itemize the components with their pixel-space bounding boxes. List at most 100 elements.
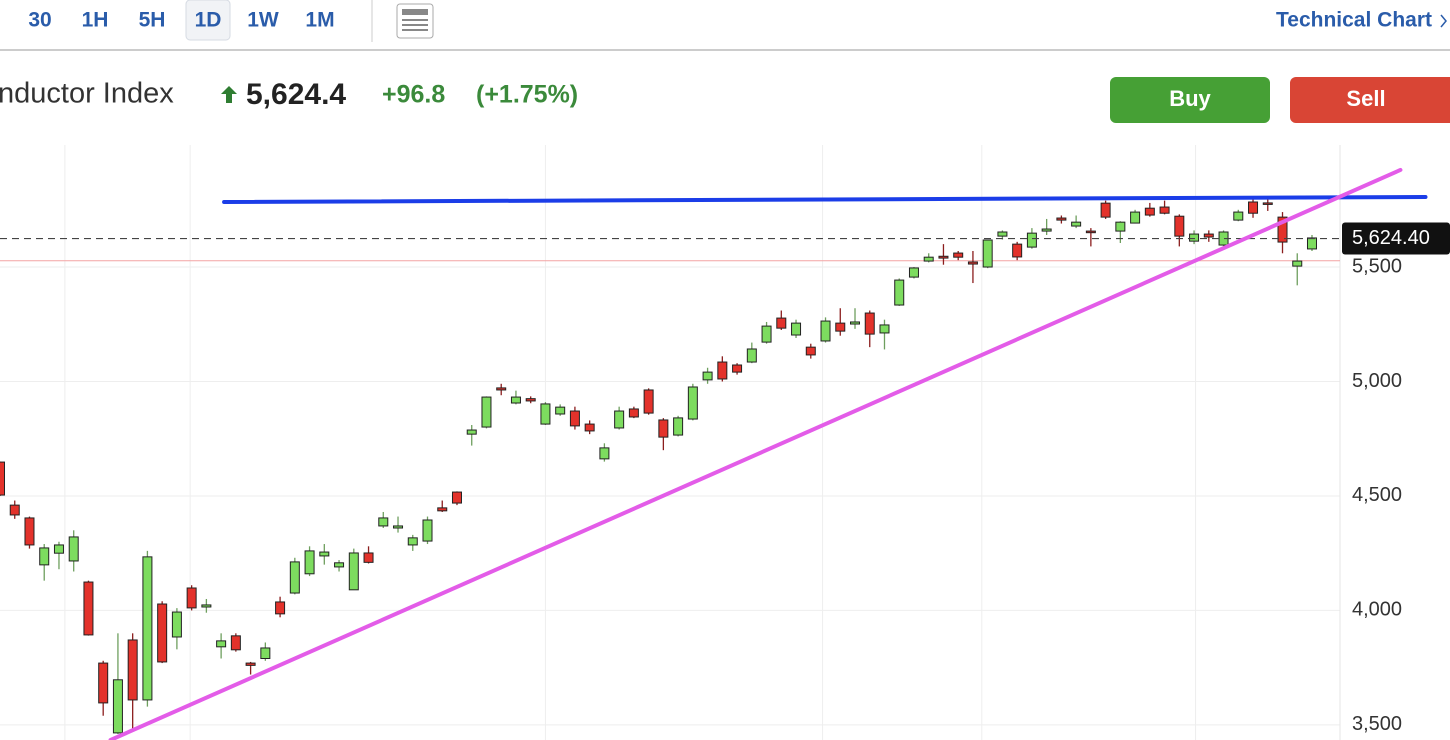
candle-body bbox=[1012, 243, 1023, 258]
candle-body bbox=[186, 587, 197, 609]
sell-button[interactable]: Sell bbox=[1290, 77, 1450, 123]
candle-body bbox=[1115, 221, 1126, 232]
candle-body bbox=[614, 410, 625, 429]
candle-body bbox=[923, 256, 934, 262]
interval-button[interactable]: 30 bbox=[28, 9, 51, 32]
y-tick-label: 5,500 bbox=[1352, 255, 1402, 277]
candle-body bbox=[393, 525, 404, 529]
interval-button[interactable]: 1H bbox=[82, 9, 109, 32]
candle-body bbox=[1041, 228, 1052, 232]
candle-body bbox=[24, 517, 35, 546]
plot: 3,500 4,000 4,500 5,000 5,500 5,624.40 bbox=[0, 145, 1450, 740]
chevron bbox=[1440, 14, 1447, 28]
candle-body bbox=[481, 396, 492, 428]
candle-body bbox=[83, 581, 94, 636]
candle-body bbox=[68, 536, 79, 562]
up-arrow bbox=[221, 86, 237, 103]
trend-line bbox=[108, 167, 1403, 740]
candle-body bbox=[1085, 230, 1096, 234]
trend-line bbox=[222, 194, 1428, 205]
layout-icon[interactable] bbox=[396, 3, 434, 39]
candle-body bbox=[422, 519, 433, 542]
candle-body bbox=[1026, 232, 1037, 248]
interval-button[interactable]: 1W bbox=[247, 9, 279, 32]
candle-body bbox=[1189, 233, 1200, 242]
candle-body bbox=[142, 556, 153, 701]
candle-body bbox=[1100, 202, 1111, 218]
candle-body bbox=[1306, 237, 1317, 250]
candle-body bbox=[1159, 206, 1170, 214]
y-tick-label: 3,500 bbox=[1352, 713, 1402, 735]
candle-body bbox=[127, 639, 138, 701]
candle-body bbox=[835, 322, 846, 332]
candle-body bbox=[0, 461, 5, 496]
interval-group: 30 1H 5H 1D 1W 1M bbox=[28, 9, 334, 32]
last-price-box bbox=[1342, 222, 1450, 255]
candle-body bbox=[879, 324, 890, 334]
candle-body bbox=[687, 386, 698, 420]
candle-body bbox=[732, 364, 743, 373]
candle-body bbox=[275, 601, 286, 615]
candle-body bbox=[260, 647, 271, 659]
interval-button[interactable]: 1D bbox=[195, 9, 222, 32]
candle-body bbox=[1130, 211, 1141, 224]
interval-button[interactable]: 1M bbox=[305, 9, 334, 32]
candle-body bbox=[201, 604, 212, 608]
candle-body bbox=[908, 267, 919, 278]
candle-body bbox=[437, 507, 448, 512]
candle-body bbox=[1262, 202, 1273, 205]
candle-body bbox=[628, 408, 639, 418]
candle-body bbox=[9, 504, 20, 516]
candle-body bbox=[658, 419, 669, 438]
candle-body bbox=[216, 640, 227, 648]
candle-body bbox=[555, 406, 566, 415]
candle-body bbox=[363, 552, 374, 563]
change: +96.8 bbox=[382, 81, 445, 109]
y-tick-label: 5,000 bbox=[1352, 370, 1402, 392]
candle-body bbox=[289, 561, 300, 594]
price: 5,624.4 bbox=[246, 78, 346, 111]
buy-label[interactable]: Buy bbox=[1169, 86, 1211, 111]
last-price-label: 5,624.40 bbox=[1352, 227, 1430, 249]
candle-body bbox=[157, 603, 168, 663]
candle-body bbox=[1203, 233, 1214, 238]
candle-body bbox=[643, 389, 654, 414]
candle-body bbox=[894, 279, 905, 306]
candle-body bbox=[953, 252, 964, 258]
candle-body bbox=[569, 410, 580, 427]
buy-button[interactable]: Buy bbox=[1110, 77, 1270, 123]
candle-body bbox=[1174, 215, 1185, 237]
candle-body bbox=[98, 662, 109, 704]
candle-body bbox=[1144, 207, 1155, 216]
candle-body bbox=[1071, 221, 1082, 227]
y-tick-label: 4,500 bbox=[1352, 484, 1402, 506]
candle-body bbox=[967, 261, 978, 265]
candle-body bbox=[245, 662, 256, 666]
technical-chart-link[interactable]: Technical Chart bbox=[1276, 9, 1432, 32]
candle-body bbox=[1292, 260, 1303, 267]
candle-body bbox=[791, 322, 802, 336]
candle-body bbox=[673, 417, 684, 436]
candle-body bbox=[864, 312, 875, 335]
sell-label[interactable]: Sell bbox=[1346, 86, 1385, 111]
candle-body bbox=[407, 537, 418, 546]
candle-body bbox=[850, 321, 861, 325]
y-tick-label: 4,000 bbox=[1352, 599, 1402, 621]
candle-body bbox=[702, 371, 713, 381]
candle-body bbox=[112, 679, 123, 734]
candle-body bbox=[982, 239, 993, 268]
candle-body bbox=[1233, 211, 1244, 221]
candle-body bbox=[378, 517, 389, 527]
candle-body bbox=[510, 396, 521, 404]
interval-button[interactable]: 5H bbox=[139, 9, 166, 32]
candle-body bbox=[53, 544, 64, 554]
candle-body bbox=[1056, 217, 1067, 221]
candle-body bbox=[746, 348, 757, 363]
candle-body bbox=[466, 429, 477, 435]
candle-body bbox=[938, 255, 949, 259]
selected-interval-bg bbox=[185, 0, 231, 41]
change-pct: (+1.75%) bbox=[476, 81, 578, 109]
candle-body bbox=[304, 550, 315, 575]
candle-body bbox=[39, 547, 50, 566]
